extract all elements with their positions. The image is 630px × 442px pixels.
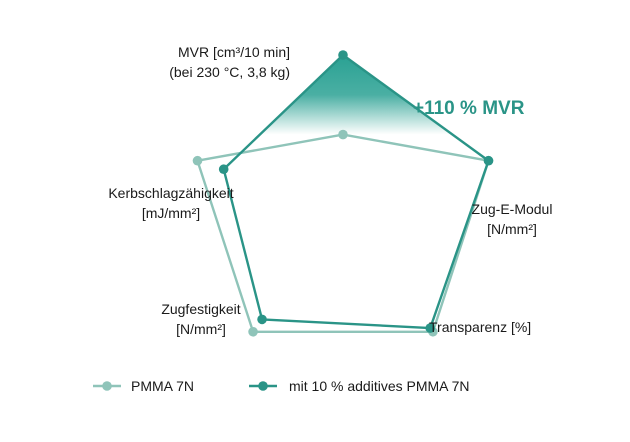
- axis-label-5-line-2: [mJ/mm²]: [142, 205, 200, 221]
- legend-label-2: mit 10 % additives PMMA 7N: [289, 378, 470, 394]
- axis-label-5-line-1: Kerbschlagzähigkeit: [108, 185, 233, 201]
- series-1-point-1: [338, 129, 348, 140]
- series-1-line: [196, 133, 490, 333]
- axis-label-4-line-1: Zugfestigkeit: [161, 301, 240, 317]
- axis-label-4: Zugfestigkeit [N/mm²]: [161, 301, 240, 337]
- series-2-point-2: [483, 155, 494, 166]
- series-2: [218, 50, 494, 333]
- axis-label-1-line-2: (bei 230 °C, 3,8 kg): [169, 64, 290, 80]
- axis-label-3-line-1: Transparenz [%]: [429, 319, 531, 335]
- legend-marker-1: [102, 381, 112, 391]
- legend-item-2: mit 10 % additives PMMA 7N: [249, 378, 470, 394]
- axis-label-1: MVR [cm³/10 min] (bei 230 °C, 3,8 kg): [169, 44, 290, 80]
- series-1-point-4: [248, 326, 258, 337]
- series-2-point-5: [218, 164, 229, 175]
- axis-label-3: Transparenz [%]: [429, 319, 531, 335]
- axis-label-5: Kerbschlagzähigkeit [mJ/mm²]: [108, 185, 233, 221]
- series-2-point-1: [338, 50, 348, 60]
- series-2-point-4: [257, 314, 267, 325]
- axis-label-2-line-2: [N/mm²]: [487, 221, 537, 237]
- mvr-increase-area: [259, 55, 453, 135]
- legend-marker-2: [258, 381, 268, 391]
- series-2-line: [222, 53, 490, 330]
- axis-label-4-line-2: [N/mm²]: [176, 321, 226, 337]
- axis-label-1-line-1: MVR [cm³/10 min]: [178, 44, 290, 60]
- legend-label-1: PMMA 7N: [131, 378, 194, 394]
- series-2-point-3: [425, 323, 436, 333]
- series-1-point-5: [192, 155, 203, 166]
- legend-item-1: PMMA 7N: [93, 378, 194, 394]
- axis-label-2-line-1: Zug-E-Modul: [472, 201, 553, 217]
- axis-label-2: Zug-E-Modul [N/mm²]: [472, 201, 553, 237]
- legend: PMMA 7N mit 10 % additives PMMA 7N: [93, 378, 470, 394]
- mvr-annotation: +110 % MVR: [413, 98, 525, 119]
